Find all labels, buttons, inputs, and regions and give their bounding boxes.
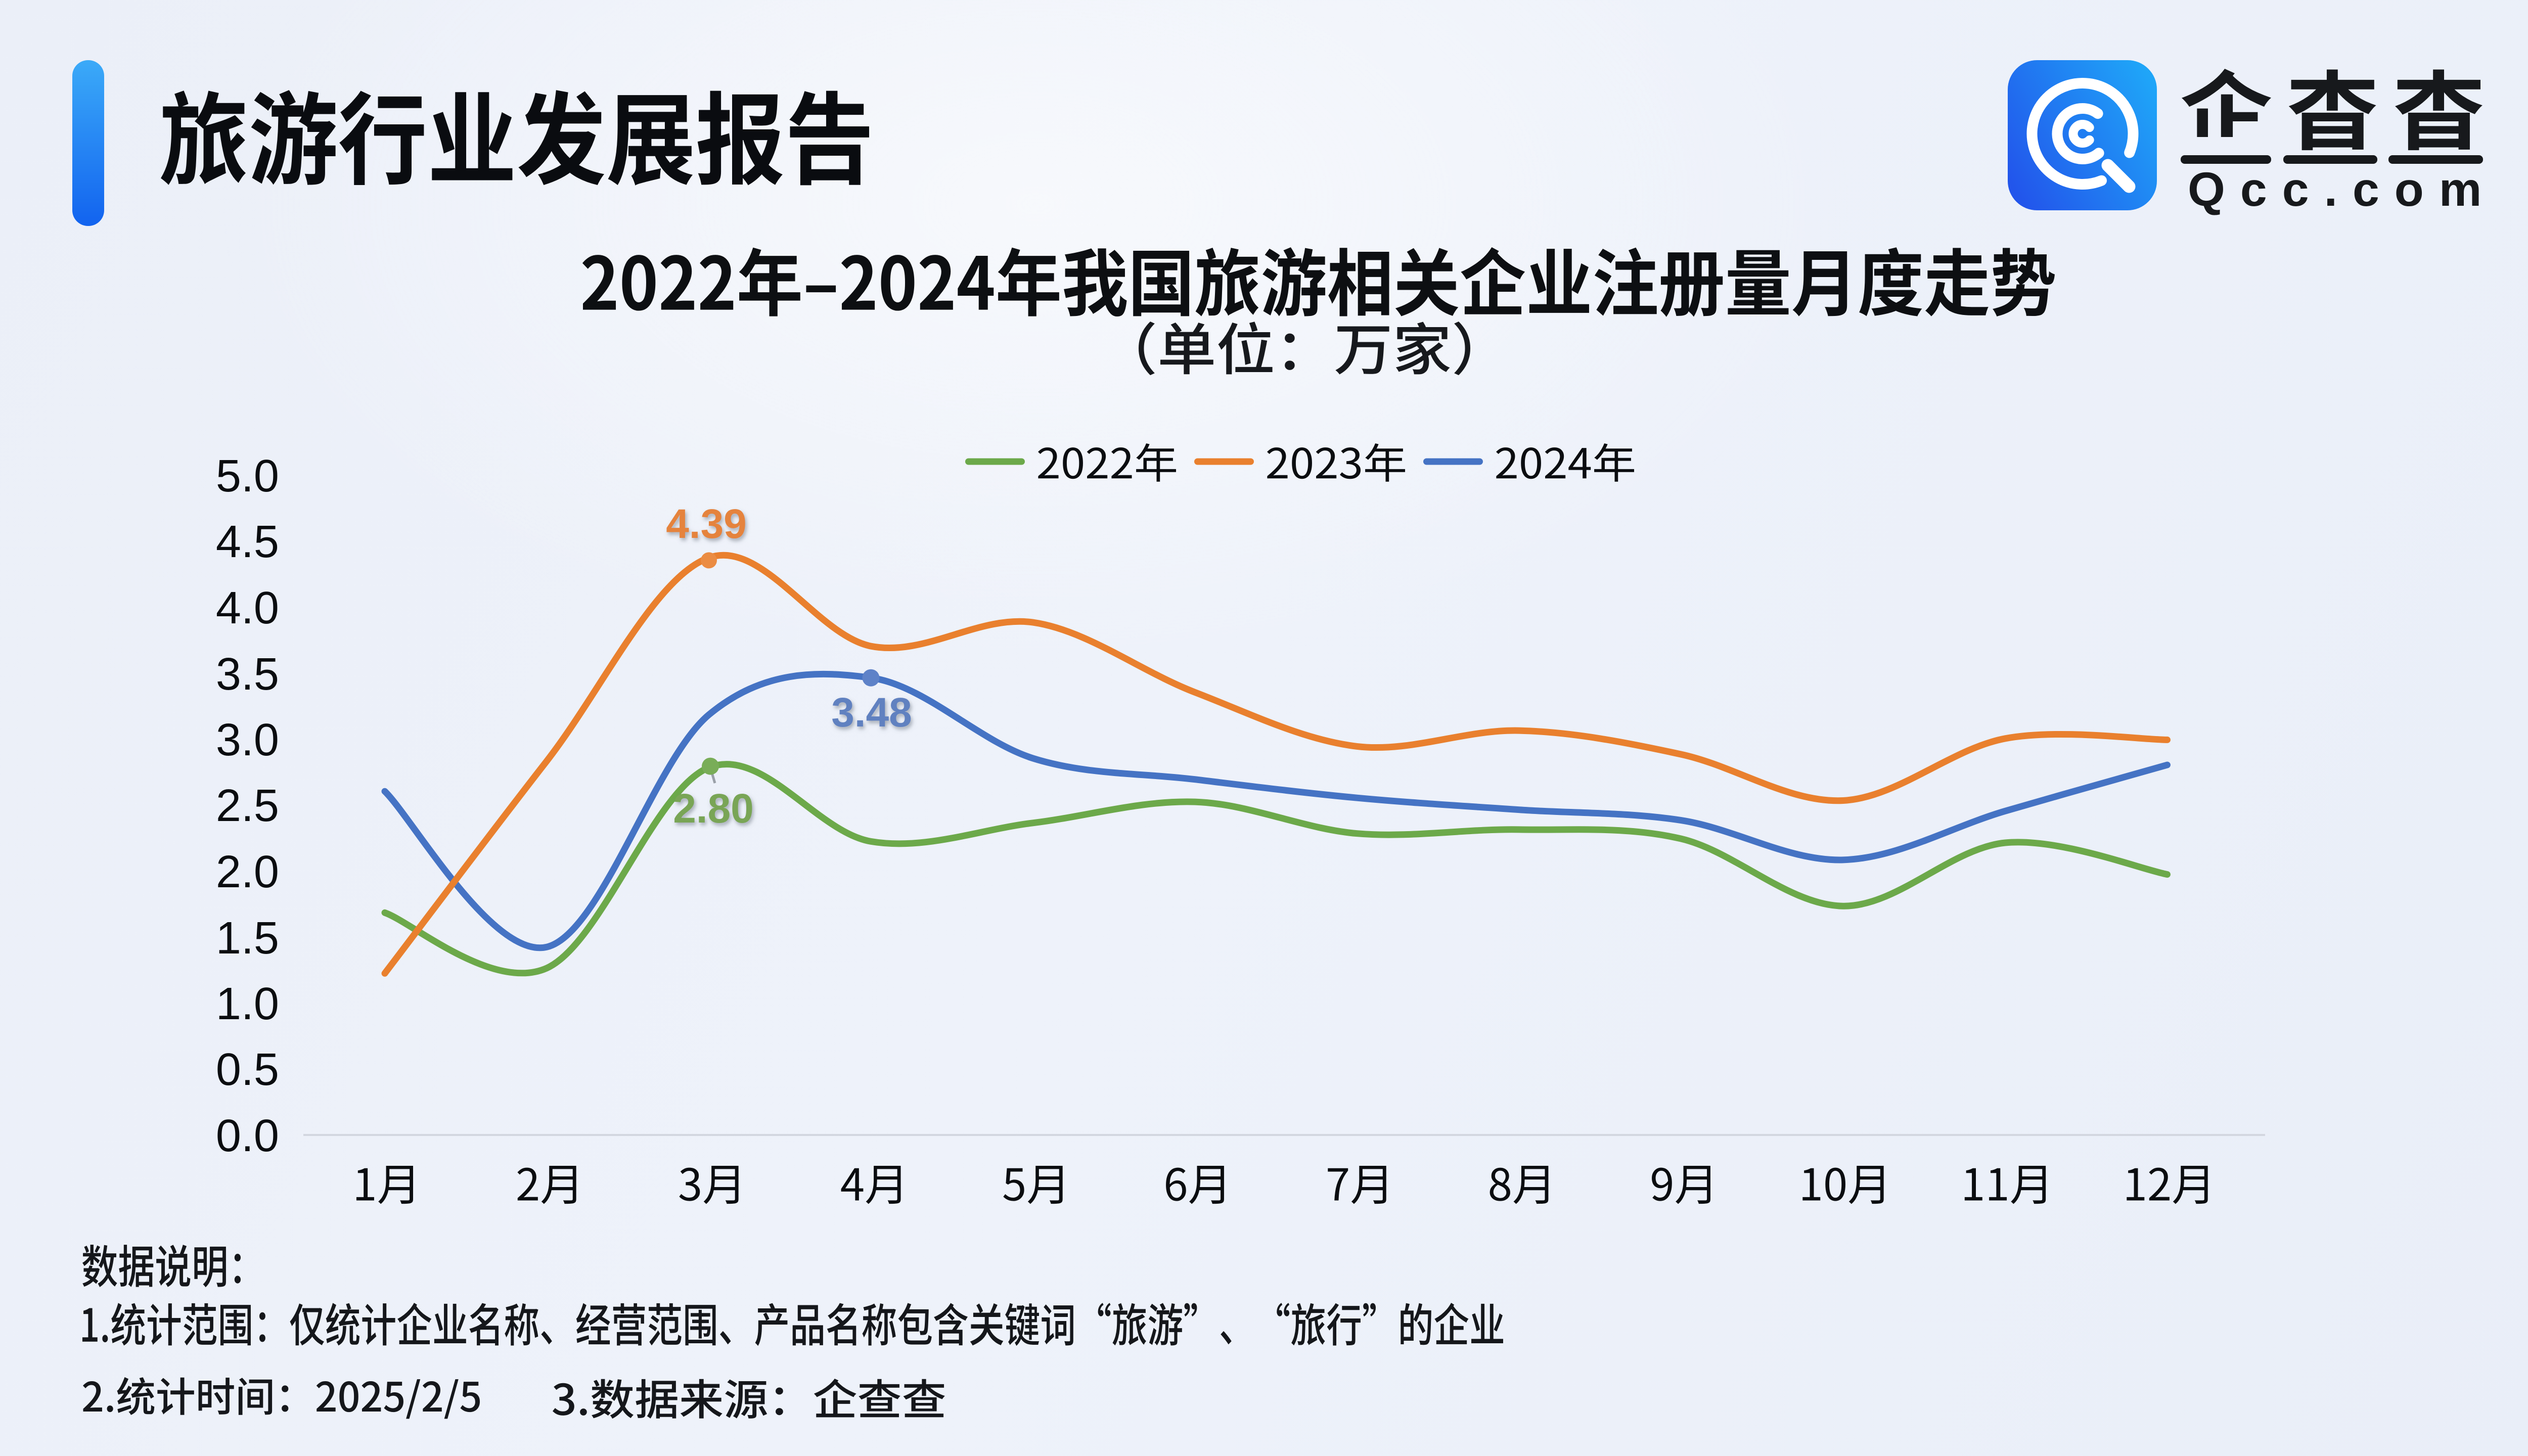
svg-text:1.0: 1.0 xyxy=(216,979,279,1029)
svg-text:4.0: 4.0 xyxy=(216,583,279,633)
svg-text:4.5: 4.5 xyxy=(216,517,279,567)
svg-text:3.5: 3.5 xyxy=(216,649,279,700)
svg-text:1.5: 1.5 xyxy=(216,913,279,964)
svg-text:0.5: 0.5 xyxy=(216,1044,279,1095)
svg-text:5.0: 5.0 xyxy=(216,451,279,502)
svg-text:3.0: 3.0 xyxy=(216,715,279,765)
svg-text:Qcc.com: Qcc.com xyxy=(2188,163,2497,216)
svg-text:3.48: 3.48 xyxy=(831,690,912,736)
svg-text:2.0: 2.0 xyxy=(216,847,279,897)
svg-text:4.39: 4.39 xyxy=(666,501,747,547)
svg-text:2.80: 2.80 xyxy=(673,786,754,832)
svg-text:2.5: 2.5 xyxy=(216,781,279,831)
svg-text:0.0: 0.0 xyxy=(216,1111,279,1161)
